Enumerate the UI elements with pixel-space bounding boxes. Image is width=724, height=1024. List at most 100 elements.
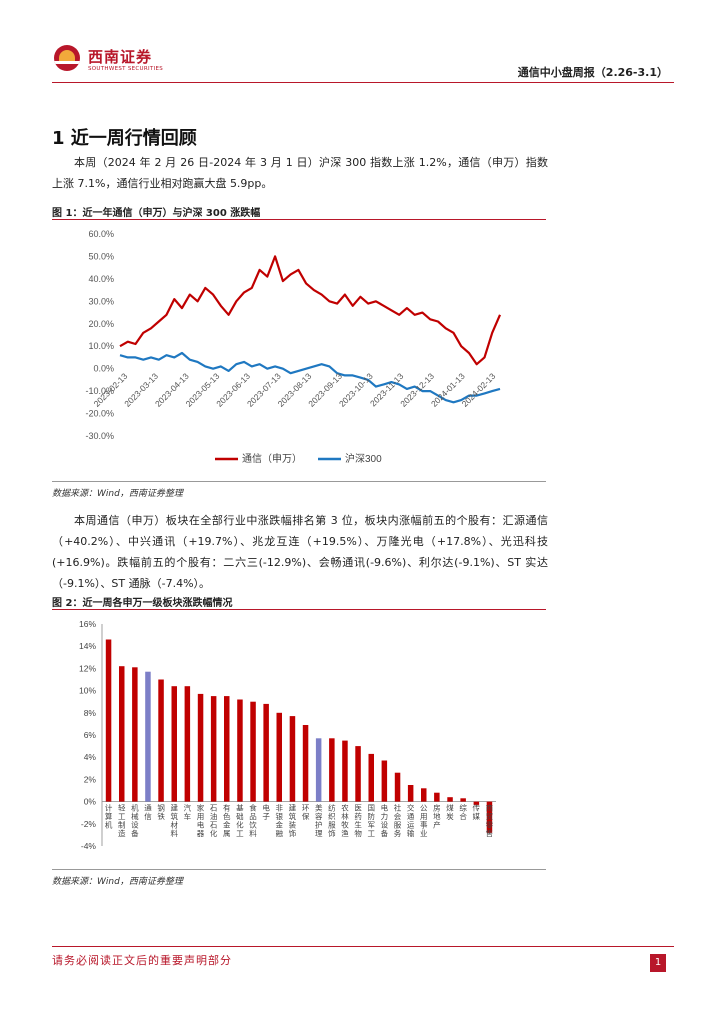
figure2-top-rule bbox=[52, 609, 546, 610]
y-tick-label: -10.0% bbox=[85, 386, 114, 396]
bar bbox=[315, 738, 322, 802]
category-label: 食品饮料 bbox=[249, 803, 257, 839]
y-tick-label: 10% bbox=[79, 686, 96, 696]
category-label: 房地产 bbox=[433, 803, 441, 830]
category-label: 家用电器 bbox=[197, 803, 205, 839]
category-label: 基础化工 bbox=[236, 803, 244, 839]
category-label: 轻工制造 bbox=[118, 803, 126, 839]
category-label: 通信 bbox=[144, 803, 152, 822]
category-label: 国防军工 bbox=[367, 804, 375, 839]
y-tick-label: -4% bbox=[81, 841, 97, 851]
category-label: 计算机 bbox=[105, 803, 113, 830]
bar bbox=[289, 716, 296, 802]
category-label: 机械设备 bbox=[131, 803, 139, 839]
x-tick-label: 2024-02-13 bbox=[460, 371, 498, 409]
category-label: 美容护理 bbox=[315, 803, 323, 839]
category-label: 石油石化 bbox=[210, 804, 218, 839]
bar bbox=[158, 679, 164, 802]
header-divider bbox=[52, 82, 674, 83]
category-label: 商贸零售 bbox=[486, 803, 494, 839]
bar bbox=[250, 701, 256, 802]
bar bbox=[447, 797, 453, 802]
category-label: 医药生物 bbox=[354, 804, 362, 839]
bar bbox=[381, 760, 388, 802]
bar bbox=[355, 746, 361, 802]
category-label: 农林牧渔 bbox=[341, 803, 349, 839]
legend-label-telecom: 通信（申万） bbox=[242, 452, 302, 465]
logo-subtext: SOUTHWEST SECURITIES bbox=[88, 66, 164, 72]
bar bbox=[434, 792, 440, 802]
y-tick-label: 50.0% bbox=[88, 251, 114, 261]
bar bbox=[119, 666, 125, 802]
paragraph-2: 本周通信（申万）板块在全部行业中涨跌幅排名第 3 位，板块内涨幅前五的个股有：汇… bbox=[52, 514, 548, 590]
bar bbox=[368, 753, 374, 802]
category-label: 社会服务 bbox=[394, 803, 402, 839]
bar bbox=[145, 671, 151, 802]
y-tick-label: 40.0% bbox=[88, 274, 114, 284]
bar bbox=[460, 798, 466, 802]
bar bbox=[210, 696, 217, 802]
y-tick-label: 0% bbox=[84, 797, 97, 807]
category-label: 综合 bbox=[459, 803, 467, 822]
paragraph-detail: 本周通信（申万）板块在全部行业中涨跌幅排名第 3 位，板块内涨幅前五的个股有：汇… bbox=[52, 510, 548, 594]
logo-text: 西南证券 bbox=[88, 48, 153, 66]
bar bbox=[486, 801, 493, 833]
footer-disclaimer-note: 请务必阅读正文后的重要声明部分 bbox=[52, 954, 232, 967]
series-line-hs300 bbox=[119, 351, 501, 404]
figure1-line-chart: 60.0% 50.0% 40.0% 30.0% 20.0% 10.0% 0.0% -10.0%… bbox=[85, 229, 502, 465]
bar bbox=[224, 696, 230, 802]
paragraph-1: 本周（2024 年 2 月 26 日-2024 年 3 月 1 日）沪深 300… bbox=[52, 156, 548, 190]
bar bbox=[342, 740, 348, 802]
logo-emblem bbox=[54, 45, 80, 71]
bar bbox=[263, 703, 269, 802]
bar bbox=[276, 712, 282, 802]
category-label: 建筑装饰 bbox=[289, 803, 297, 839]
paragraph-summary: 本周（2024 年 2 月 26 日-2024 年 3 月 1 日）沪深 300… bbox=[52, 152, 548, 194]
y-tick-label: 12% bbox=[79, 663, 96, 673]
figure2-title: 图 2：近一周各申万一级板块涨跌幅情况 bbox=[52, 598, 233, 609]
bar bbox=[237, 699, 243, 802]
bar bbox=[394, 772, 401, 802]
y-tick-label: 20.0% bbox=[88, 319, 114, 329]
footer-divider bbox=[52, 946, 674, 947]
figure2-bar-chart: 16% 14% 12% 10% 8% 6% 4% 2% 0% -2% -4% 计算机轻工制造机械设备通… bbox=[79, 619, 496, 851]
category-label: 纺织服饰 bbox=[328, 803, 336, 839]
y-tick-label: -2% bbox=[81, 819, 97, 829]
category-label: 钢铁 bbox=[157, 803, 165, 822]
category-label: 公用事业 bbox=[420, 804, 428, 839]
category-label: 非银金融 bbox=[276, 803, 284, 839]
category-label: 汽车 bbox=[184, 803, 192, 822]
figure2-bottom-rule bbox=[52, 869, 546, 870]
bar bbox=[302, 725, 309, 802]
category-label: 交通运输 bbox=[407, 803, 415, 839]
y-tick-label: 60.0% bbox=[88, 229, 114, 239]
report-title: 通信中小盘周报（2.26-3.1） bbox=[517, 66, 668, 79]
y-tick-label: 4% bbox=[84, 752, 97, 762]
bar bbox=[171, 686, 177, 802]
y-tick-label: 6% bbox=[84, 730, 97, 740]
bar bbox=[473, 801, 480, 805]
bar bbox=[132, 667, 138, 802]
bar bbox=[421, 788, 427, 802]
bar bbox=[184, 686, 191, 802]
figure1-source: 数据来源：Wind，西南证券整理 bbox=[52, 489, 183, 499]
category-label: 环保 bbox=[302, 804, 310, 822]
figure2-source: 数据来源：Wind，西南证券整理 bbox=[52, 877, 183, 887]
bar bbox=[197, 693, 204, 802]
y-tick-label: 30.0% bbox=[88, 296, 114, 306]
y-tick-label: -30.0% bbox=[85, 431, 114, 441]
figure1-title: 图 1：近一年通信（申万）与沪深 300 涨跌幅 bbox=[52, 208, 261, 219]
y-tick-label: 8% bbox=[84, 708, 97, 718]
y-tick-label: 16% bbox=[79, 619, 96, 629]
y-tick-label: 10.0% bbox=[88, 341, 114, 351]
y-tick-label: -20.0% bbox=[85, 409, 114, 419]
y-tick-label: 2% bbox=[84, 774, 97, 784]
category-label: 传媒 bbox=[473, 803, 481, 822]
category-label: 电力设备 bbox=[381, 803, 389, 839]
series-line-telecom bbox=[119, 255, 502, 366]
bar bbox=[329, 738, 335, 802]
bar bbox=[407, 785, 414, 802]
section-title: 1 近一周行情回顾 bbox=[52, 128, 197, 149]
category-label: 有色金属 bbox=[223, 803, 231, 839]
category-label: 建筑材料 bbox=[170, 803, 178, 839]
